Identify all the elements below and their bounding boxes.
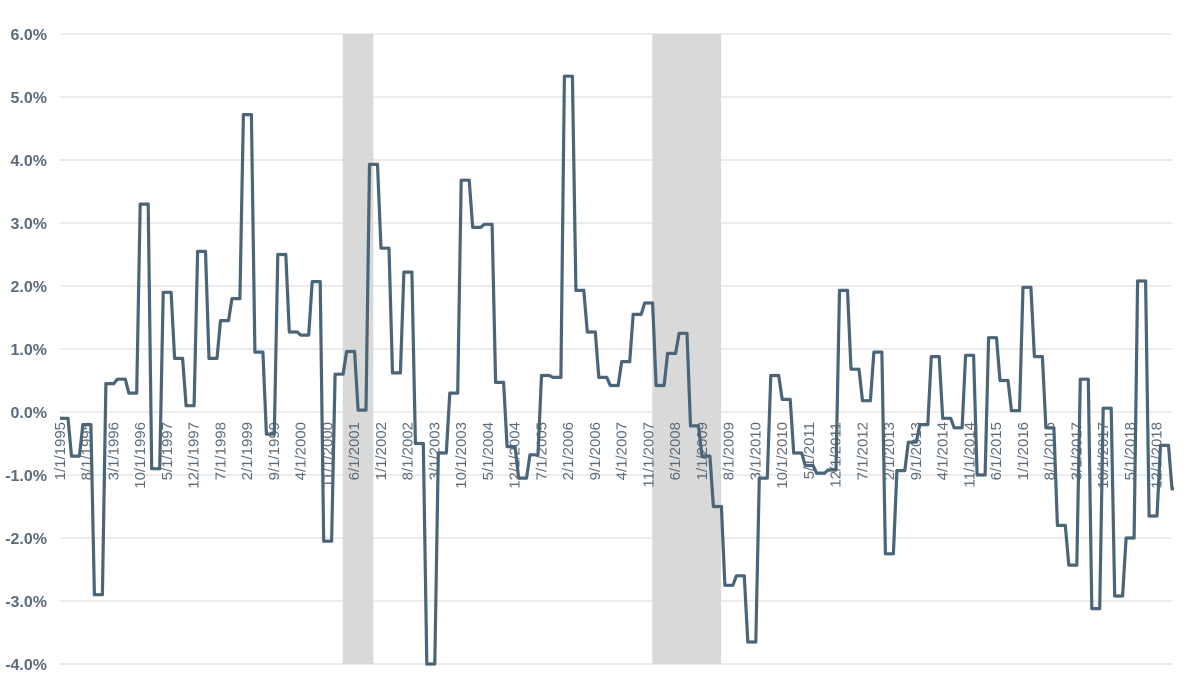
y-tick-label: -4.0%	[5, 657, 47, 674]
y-tick-label: -3.0%	[5, 594, 47, 611]
x-tick-label: 3/1/2003	[426, 422, 443, 480]
y-tick-label: 0.0%	[11, 405, 47, 422]
x-tick-label: 12/1/1997	[186, 422, 203, 489]
x-tick-label: 4/1/2014	[935, 422, 952, 480]
x-tick-label: 2/1/2006	[560, 422, 577, 480]
x-tick-label: 10/1/2003	[453, 422, 470, 489]
x-tick-label: 7/1/2005	[533, 422, 550, 480]
x-tick-label: 6/1/2008	[667, 422, 684, 480]
x-tick-label: 8/1/2002	[400, 422, 417, 480]
x-tick-label: 3/1/1996	[105, 422, 122, 480]
x-tick-label: 6/1/2001	[346, 422, 363, 480]
x-tick-label: 11/1/2014	[961, 422, 978, 488]
gridlines	[60, 33, 1172, 665]
x-tick-label: 5/1/1997	[159, 422, 176, 480]
x-tick-label: 8/1/2009	[721, 422, 738, 480]
x-tick-label: 11/1/2007	[640, 422, 657, 488]
x-tick-label: 1/1/2002	[373, 422, 390, 480]
y-tick-label: 4.0%	[11, 153, 47, 170]
x-tick-label: 2/1/1999	[239, 422, 256, 480]
series-layer	[60, 74, 1174, 666]
x-tick-label: 3/1/2010	[747, 422, 764, 480]
y-tick-label: 5.0%	[11, 90, 47, 107]
y-axis-tick-labels: 6.0% 5.0% 4.0% 3.0% 2.0% 1.0% 0.0% -1.0% -2.0% -3…	[5, 27, 47, 674]
x-tick-label: 7/1/2012	[854, 422, 871, 480]
x-tick-label: 1/1/2016	[1015, 422, 1032, 480]
x-tick-label: 9/1/1999	[266, 422, 283, 480]
x-tick-label: 12/1/2018	[1149, 422, 1166, 489]
y-tick-label: 1.0%	[11, 342, 47, 359]
y-tick-label: 3.0%	[11, 216, 47, 233]
x-tick-label: 2/1/2013	[881, 422, 898, 480]
x-tick-label: 9/1/2013	[908, 422, 925, 480]
y-tick-label: -2.0%	[5, 531, 47, 548]
x-axis-tick-labels: 1/1/1995 8/1/1995 3/1/1996 10/1/1996 5/1/199…	[52, 422, 1166, 489]
x-tick-label: 3/1/2017	[1068, 422, 1085, 480]
x-tick-label: 6/1/2015	[988, 422, 1005, 480]
x-tick-label: 4/1/2000	[293, 422, 310, 480]
x-tick-label: 4/1/2007	[614, 422, 631, 480]
y-tick-label: -1.0%	[5, 468, 47, 485]
series-line-1	[60, 74, 1174, 666]
x-tick-label: 10/1/1996	[132, 422, 149, 489]
x-tick-label: 1/1/1995	[52, 422, 69, 480]
x-tick-label: 7/1/1998	[212, 422, 229, 480]
y-tick-label: 2.0%	[11, 279, 47, 296]
x-tick-label: 9/1/2006	[587, 422, 604, 480]
x-tick-label: 10/1/2010	[774, 422, 791, 489]
x-tick-label: 5/1/2004	[480, 422, 497, 480]
y-tick-label: 6.0%	[11, 27, 47, 44]
